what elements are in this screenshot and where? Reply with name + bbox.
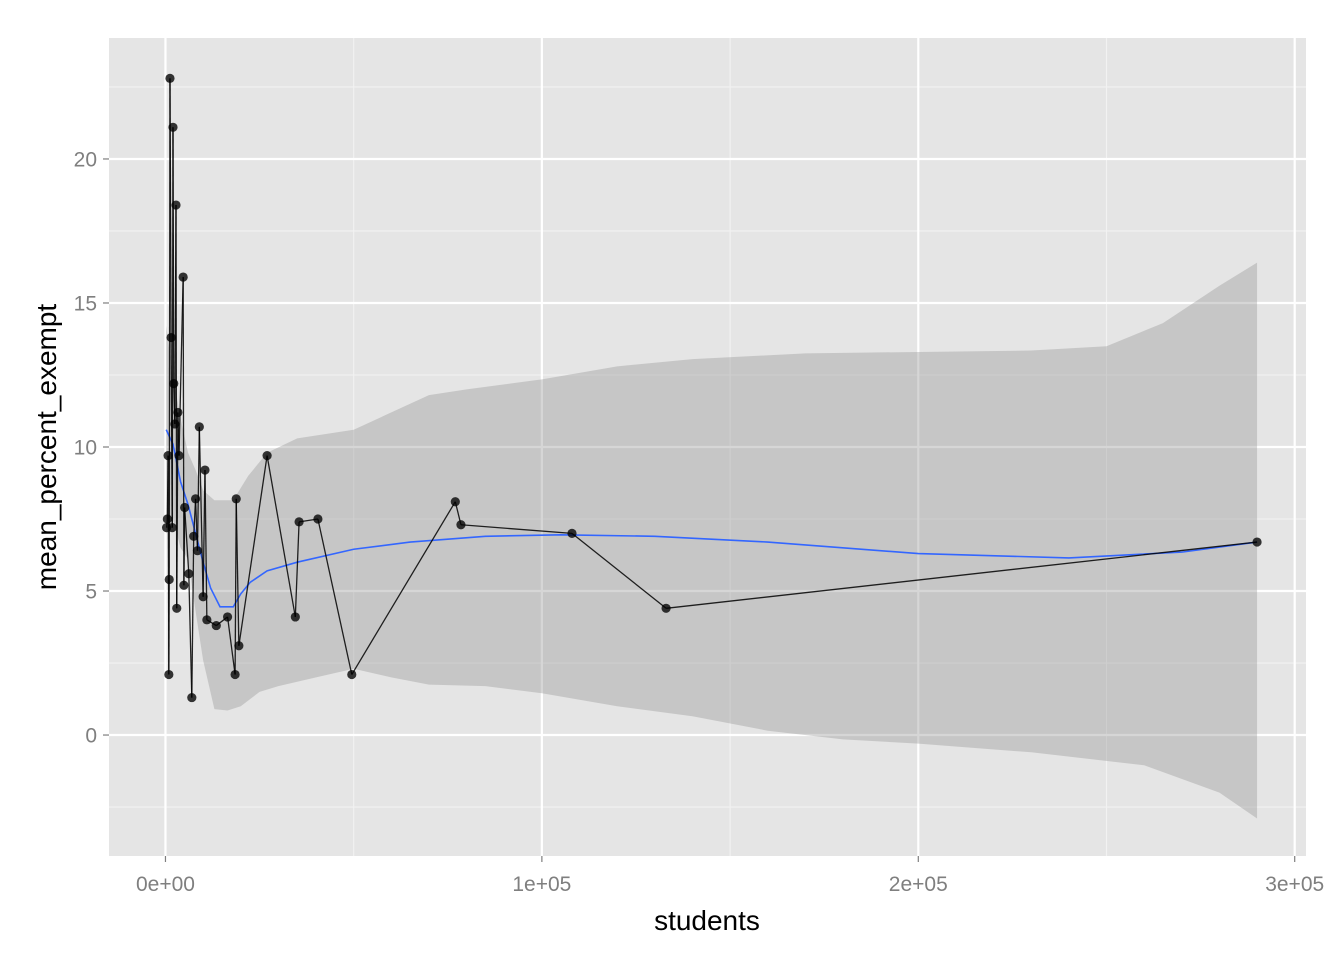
data-point [167,523,177,533]
smooth-line [165,429,1258,608]
path-segment [235,498,240,646]
data-point [192,546,203,556]
tick-labels: 0e+00 1e+05 2e+05 3e+05 0 5 10 15 20 [74,148,1325,896]
data-point [171,200,181,210]
path-segment [198,426,204,597]
data-point [230,669,240,680]
data-path [165,78,1258,698]
path-segment [266,455,296,618]
data-point [234,641,244,651]
path-segment [226,616,236,675]
path-segment [317,518,353,675]
data-point [1252,537,1262,547]
data-point [194,422,204,432]
data-point [174,451,184,461]
confidence-band [166,262,1258,819]
axis-ticks [103,158,1296,862]
data-point [166,332,176,343]
data-point [450,497,460,507]
data-point [173,407,183,418]
data-point [164,669,174,680]
y-axis-title: mean_percent_exempt [31,304,62,591]
path-segment [178,277,184,456]
data-point [178,272,188,282]
data-point [187,692,197,703]
data-point [200,465,210,475]
data-point [189,531,199,541]
path-segment [172,127,175,384]
data-point [163,451,173,461]
data-point [184,569,194,579]
x-axis-title: students [654,905,760,936]
y-tick-label: 10 [74,437,97,460]
data-point [180,502,190,513]
x-tick-label: 0e+00 [136,873,195,896]
path-segment [460,524,573,535]
data-point [567,528,577,539]
data-point [347,669,357,680]
data-point [222,612,233,622]
path-segment [191,536,195,698]
y-tick-label: 0 [85,725,97,748]
y-tick-label: 15 [74,292,97,315]
path-segment [176,412,179,609]
path-segment [666,541,1258,609]
path-segment [169,78,172,338]
data-point [168,122,178,132]
data-point [661,603,671,613]
data-points [161,73,1262,703]
x-tick-label: 3e+05 [1265,873,1324,896]
path-segment [294,521,300,617]
confidence-band-area [166,262,1258,819]
x-tick-label: 1e+05 [512,873,571,896]
data-point [179,580,189,590]
data-point [164,574,174,585]
data-point [290,612,300,622]
data-point [162,514,172,524]
path-segment [183,507,186,586]
data-point [456,520,466,530]
data-point [198,592,208,602]
y-tick-label: 20 [74,148,97,171]
path-segment [196,426,200,551]
smooth-trend-line [165,429,1258,608]
data-point [172,603,182,613]
data-point [202,615,212,625]
path-segment [571,532,667,609]
y-tick-label: 5 [85,581,97,604]
path-segment [351,501,456,675]
x-tick-label: 2e+05 [889,873,948,896]
path-segment [184,507,190,574]
data-point [170,419,180,429]
path-segment [188,573,193,698]
data-point [211,620,221,631]
data-point [190,494,201,504]
data-point [165,73,175,83]
data-point [262,451,272,461]
data-point [313,514,323,524]
data-point [294,517,304,527]
data-point [169,379,179,389]
major-gridlines [109,38,1306,856]
path-segment [238,455,268,646]
data-point [231,494,241,504]
